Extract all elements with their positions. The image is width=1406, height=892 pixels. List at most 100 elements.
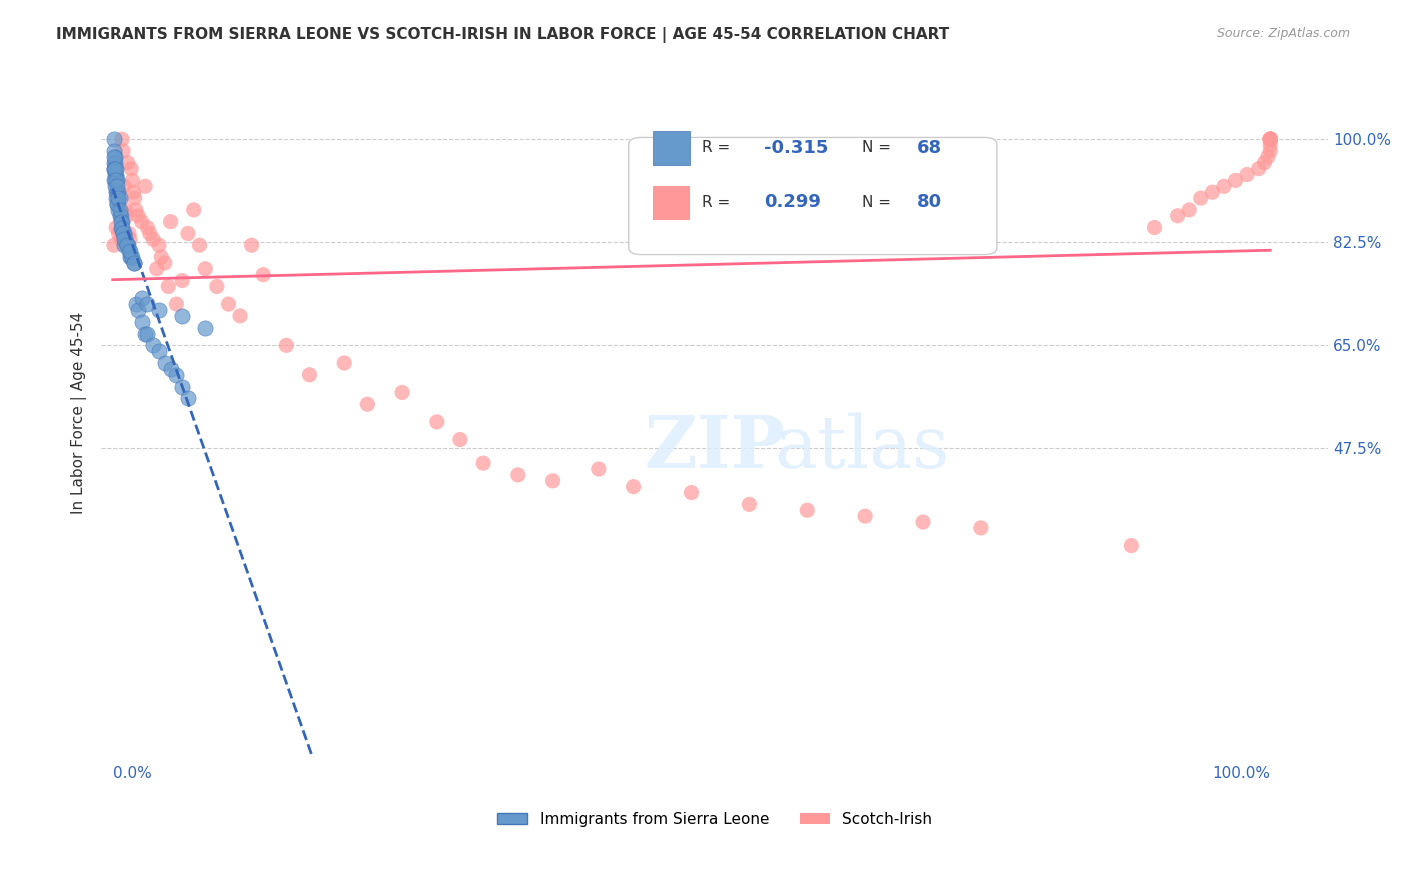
Scotch-Irish [1253, 155, 1275, 169]
Immigrants from Sierra Leone [105, 185, 128, 199]
Scotch-Irish [229, 309, 252, 323]
Scotch-Irish [148, 238, 170, 252]
Scotch-Irish [1213, 179, 1236, 194]
Scotch-Irish [1258, 138, 1281, 153]
Scotch-Irish [183, 202, 205, 217]
Immigrants from Sierra Leone [148, 344, 170, 359]
Immigrants from Sierra Leone [104, 168, 127, 182]
Scotch-Irish [127, 209, 149, 223]
Text: R =: R = [703, 194, 735, 210]
Scotch-Irish [165, 297, 187, 311]
Immigrants from Sierra Leone [115, 238, 138, 252]
Text: -0.315: -0.315 [763, 139, 828, 157]
Immigrants from Sierra Leone [115, 238, 138, 252]
Immigrants from Sierra Leone [131, 315, 153, 329]
Scotch-Irish [298, 368, 321, 382]
Immigrants from Sierra Leone [159, 362, 181, 376]
Scotch-Irish [117, 155, 139, 169]
Scotch-Irish [145, 261, 167, 276]
Scotch-Irish [449, 433, 471, 447]
Immigrants from Sierra Leone [103, 155, 125, 169]
Scotch-Irish [541, 474, 564, 488]
Legend: Immigrants from Sierra Leone, Scotch-Irish: Immigrants from Sierra Leone, Scotch-Iri… [491, 805, 939, 832]
Scotch-Irish [1258, 132, 1281, 146]
Immigrants from Sierra Leone [107, 191, 129, 205]
Immigrants from Sierra Leone [131, 291, 153, 305]
Immigrants from Sierra Leone [110, 209, 132, 223]
Immigrants from Sierra Leone [121, 250, 143, 264]
Immigrants from Sierra Leone [142, 338, 165, 352]
Scotch-Irish [153, 256, 176, 270]
Scotch-Irish [157, 279, 180, 293]
Immigrants from Sierra Leone [105, 191, 128, 205]
Immigrants from Sierra Leone [120, 250, 142, 264]
Scotch-Irish [1225, 173, 1247, 187]
Scotch-Irish [139, 227, 162, 241]
Scotch-Irish [110, 232, 132, 246]
Immigrants from Sierra Leone [114, 232, 136, 246]
Scotch-Irish [136, 220, 159, 235]
Immigrants from Sierra Leone [122, 256, 145, 270]
Scotch-Irish [853, 509, 876, 524]
Immigrants from Sierra Leone [105, 197, 128, 211]
Immigrants from Sierra Leone [112, 227, 135, 241]
Scotch-Irish [738, 497, 761, 511]
Immigrants from Sierra Leone [153, 356, 176, 370]
Scotch-Irish [1258, 144, 1281, 158]
Immigrants from Sierra Leone [105, 161, 128, 176]
Text: 100.0%: 100.0% [1212, 766, 1270, 781]
Scotch-Irish [105, 220, 128, 235]
Immigrants from Sierra Leone [134, 326, 156, 341]
Immigrants from Sierra Leone [103, 132, 125, 146]
Scotch-Irish [194, 261, 217, 276]
Scotch-Irish [122, 185, 145, 199]
Scotch-Irish [142, 232, 165, 246]
Scotch-Irish [1258, 132, 1281, 146]
Text: 80: 80 [917, 194, 942, 211]
Scotch-Irish [1178, 202, 1201, 217]
Scotch-Irish [121, 173, 143, 187]
Scotch-Irish [911, 515, 934, 529]
Y-axis label: In Labor Force | Age 45-54: In Labor Force | Age 45-54 [72, 312, 87, 514]
Immigrants from Sierra Leone [105, 197, 128, 211]
Scotch-Irish [970, 521, 993, 535]
Scotch-Irish [681, 485, 703, 500]
Scotch-Irish [112, 144, 135, 158]
Immigrants from Sierra Leone [112, 227, 135, 241]
Immigrants from Sierra Leone [103, 161, 125, 176]
Immigrants from Sierra Leone [172, 309, 194, 323]
Scotch-Irish [205, 279, 228, 293]
Immigrants from Sierra Leone [103, 173, 125, 187]
Scotch-Irish [177, 227, 200, 241]
Immigrants from Sierra Leone [120, 250, 142, 264]
Immigrants from Sierra Leone [107, 191, 129, 205]
Text: atlas: atlas [775, 412, 949, 483]
Scotch-Irish [159, 214, 181, 228]
Text: IMMIGRANTS FROM SIERRA LEONE VS SCOTCH-IRISH IN LABOR FORCE | AGE 45-54 CORRELAT: IMMIGRANTS FROM SIERRA LEONE VS SCOTCH-I… [56, 27, 949, 43]
Scotch-Irish [134, 179, 156, 194]
Immigrants from Sierra Leone [110, 220, 132, 235]
Scotch-Irish [1258, 132, 1281, 146]
Scotch-Irish [120, 161, 142, 176]
Immigrants from Sierra Leone [125, 297, 148, 311]
Scotch-Irish [472, 456, 495, 470]
Immigrants from Sierra Leone [105, 168, 128, 182]
Text: N =: N = [862, 140, 896, 155]
Scotch-Irish [1201, 185, 1223, 199]
Scotch-Irish [391, 385, 413, 400]
Text: N =: N = [862, 194, 896, 210]
FancyBboxPatch shape [628, 137, 997, 254]
Scotch-Irish [115, 209, 138, 223]
Immigrants from Sierra Leone [112, 232, 135, 246]
Scotch-Irish [1143, 220, 1166, 235]
Scotch-Irish [188, 238, 211, 252]
Immigrants from Sierra Leone [165, 368, 187, 382]
Immigrants from Sierra Leone [112, 238, 135, 252]
Scotch-Irish [107, 227, 129, 241]
Immigrants from Sierra Leone [108, 202, 131, 217]
Immigrants from Sierra Leone [105, 185, 128, 199]
Scotch-Irish [356, 397, 378, 411]
Immigrants from Sierra Leone [107, 202, 129, 217]
Text: 0.299: 0.299 [763, 194, 821, 211]
Scotch-Irish [125, 202, 148, 217]
